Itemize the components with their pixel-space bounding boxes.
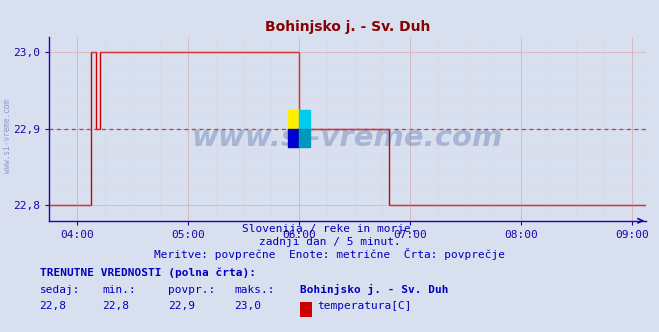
Bar xyxy=(299,129,310,147)
Title: Bohinjsko j. - Sv. Duh: Bohinjsko j. - Sv. Duh xyxy=(265,20,430,34)
Text: min.:: min.: xyxy=(102,285,136,295)
Text: temperatura[C]: temperatura[C] xyxy=(318,301,412,311)
Text: 22,8: 22,8 xyxy=(40,301,67,311)
Text: 23,0: 23,0 xyxy=(234,301,261,311)
Text: povpr.:: povpr.: xyxy=(168,285,215,295)
Text: www.si-vreme.com: www.si-vreme.com xyxy=(192,124,503,152)
Text: 22,8: 22,8 xyxy=(102,301,129,311)
Text: Bohinjsko j. - Sv. Duh: Bohinjsko j. - Sv. Duh xyxy=(300,284,448,295)
Text: Slovenija / reke in morje.: Slovenija / reke in morje. xyxy=(242,224,417,234)
Text: 22,9: 22,9 xyxy=(168,301,195,311)
Text: zadnji dan / 5 minut.: zadnji dan / 5 minut. xyxy=(258,237,401,247)
Bar xyxy=(289,129,299,147)
Text: sedaj:: sedaj: xyxy=(40,285,80,295)
Text: maks.:: maks.: xyxy=(234,285,274,295)
Text: www.si-vreme.com: www.si-vreme.com xyxy=(3,99,13,173)
Bar xyxy=(299,110,310,129)
Text: Meritve: povprečne  Enote: metrične  Črta: povprečje: Meritve: povprečne Enote: metrične Črta:… xyxy=(154,248,505,260)
Text: TRENUTNE VREDNOSTI (polna črta):: TRENUTNE VREDNOSTI (polna črta): xyxy=(40,267,256,278)
Bar xyxy=(289,110,299,129)
